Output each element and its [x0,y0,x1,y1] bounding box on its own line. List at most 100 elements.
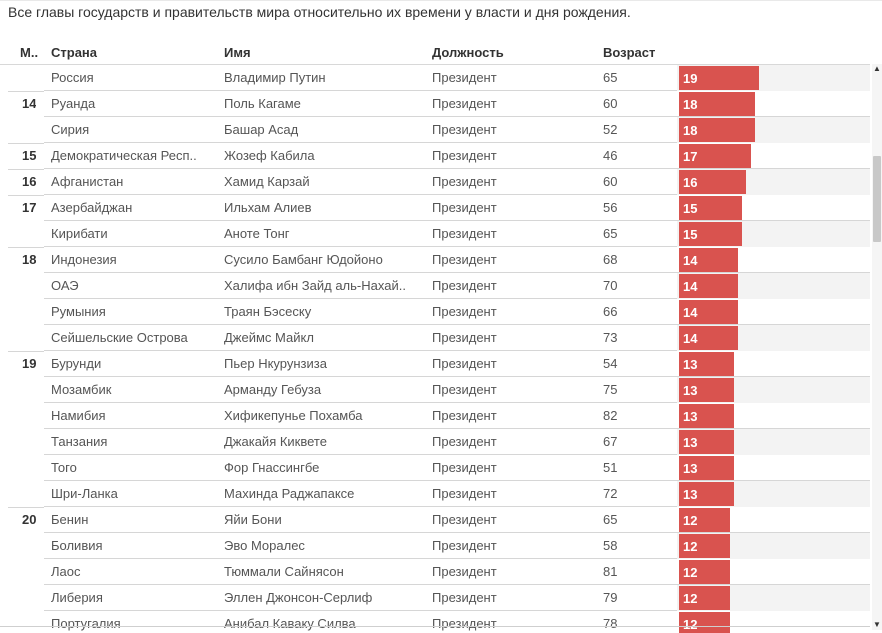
column-header-rank[interactable]: М.. [20,45,39,60]
position-cell: Президент [432,96,497,111]
rank-cell: 14 [22,96,37,111]
table-row[interactable]: Сирия Башар Асад Президент 52 18 [0,117,870,143]
position-cell: Президент [432,148,497,163]
age-cell: 79 [603,590,618,605]
age-cell: 73 [603,330,618,345]
years-in-power-label: 14 [683,331,698,346]
table-row[interactable]: 17 Азербайджан Ильхам Алиев Президент 56 15 [0,195,870,221]
years-in-power-label: 15 [683,227,698,242]
country-cell: Того [51,460,77,475]
name-cell: Пьер Нкурунзиза [224,356,327,371]
age-cell: 75 [603,382,618,397]
row-divider [44,116,870,117]
age-cell: 51 [603,460,618,475]
table-row[interactable]: Мозамбик Арманду Гебуза Президент 75 13 [0,377,870,403]
years-in-power-bar: 13 [679,482,734,506]
scroll-down-arrow-icon[interactable]: ▼ [873,620,881,629]
years-bar-cell: 19 [677,65,870,91]
rank-cell: 20 [22,512,37,527]
table-caption: Все главы государств и правительств мира… [8,4,631,20]
years-bar-cell: 13 [677,481,870,507]
rank-group-divider [8,195,44,196]
years-in-power-bar: 14 [679,300,738,324]
country-cell: Азербайджан [51,200,133,215]
table-row[interactable]: Лаос Тюммали Сайнясон Президент 81 12 [0,559,870,585]
years-in-power-label: 13 [683,487,698,502]
position-cell: Президент [432,200,497,215]
years-bar-cell: 13 [677,403,870,429]
table-row[interactable]: Шри-Ланка Махинда Раджапаксе Президент 72 13 [0,481,870,507]
name-cell: Сусило Бамбанг Юдойоно [224,252,383,267]
table-row[interactable]: Либерия Эллен Джонсон-Серлиф Президент 79 12 [0,585,870,611]
scroll-up-arrow-icon[interactable]: ▲ [873,64,881,73]
table-row[interactable]: 19 Бурунди Пьер Нкурунзиза Президент 54 13 [0,351,870,377]
column-header-country[interactable]: Страна [51,45,98,60]
country-cell: Бурунди [51,356,102,371]
name-cell: Хамид Карзай [224,174,310,189]
column-header-age[interactable]: Возраст [603,45,656,60]
table-viewport[interactable]: М.. Страна Имя Должность Возраст Россия В… [0,40,882,633]
row-divider [44,324,870,325]
name-cell: Эллен Джонсон-Серлиф [224,590,373,605]
vertical-scrollbar[interactable]: ▲ ▼ [872,64,882,630]
row-divider [44,402,870,403]
years-in-power-label: 14 [683,253,698,268]
years-bar-cell: 13 [677,377,870,403]
column-header-name[interactable]: Имя [224,45,251,60]
table-row[interactable]: Танзания Джакайя Киквете Президент 67 13 [0,429,870,455]
row-divider [44,506,870,507]
table-row[interactable]: ОАЭ Халифа ибн Зайд аль-Нахай.. Президент 7… [0,273,870,299]
rank-cell: 16 [22,174,37,189]
age-cell: 70 [603,278,618,293]
table-header: М.. Страна Имя Должность Возраст [0,40,870,65]
years-bar-cell: 14 [677,247,870,273]
table-row[interactable]: Россия Владимир Путин Президент 65 19 [0,65,870,91]
position-cell: Президент [432,382,497,397]
column-header-position[interactable]: Должность [432,45,504,60]
years-bar-cell: 12 [677,611,870,633]
table-row[interactable]: 14 Руанда Поль Кагаме Президент 60 18 [0,91,870,117]
years-in-power-label: 14 [683,279,698,294]
name-cell: Анибал Каваку Силва [224,616,356,631]
name-cell: Хификепунье Похамба [224,408,363,423]
table-row[interactable]: 18 Индонезия Сусило Бамбанг Юдойоно Президе… [0,247,870,273]
name-cell: Ильхам Алиев [224,200,312,215]
scrollbar-thumb[interactable] [873,156,881,242]
row-divider [44,428,870,429]
table-row[interactable]: Боливия Эво Моралес Президент 58 12 [0,533,870,559]
country-cell: Сирия [51,122,90,137]
row-divider [44,90,870,91]
table-row[interactable]: Сейшельские Острова Джеймс Майкл Президент… [0,325,870,351]
position-cell: Президент [432,70,497,85]
table-row[interactable]: 16 Афганистан Хамид Карзай Президент 60 16 [0,169,870,195]
age-cell: 72 [603,486,618,501]
table-row[interactable]: 20 Бенин Яйи Бони Президент 65 12 [0,507,870,533]
country-cell: Португалия [51,616,121,631]
name-cell: Фор Гнассингбе [224,460,320,475]
years-in-power-label: 19 [683,71,698,86]
table-row[interactable]: Намибия Хификепунье Похамба Президент 82 13 [0,403,870,429]
years-bar-cell: 18 [677,91,870,117]
years-in-power-bar: 14 [679,274,738,298]
years-bar-cell: 17 [677,143,870,169]
row-divider [44,298,870,299]
age-cell: 56 [603,200,618,215]
years-bar-cell: 12 [677,507,870,533]
age-cell: 46 [603,148,618,163]
years-bar-cell: 14 [677,299,870,325]
table-row[interactable]: 15 Демократическая Респ.. Жозеф Кабила През… [0,143,870,169]
table-row[interactable]: Румыния Траян Бэсеску Президент 66 14 [0,299,870,325]
row-divider [44,558,870,559]
table-row[interactable]: Португалия Анибал Каваку Силва Президент 78… [0,611,870,633]
row-divider [44,454,870,455]
country-cell: Шри-Ланка [51,486,118,501]
table-row[interactable]: Кирибати Аноте Тонг Президент 65 15 [0,221,870,247]
country-cell: Руанда [51,96,96,111]
row-divider [44,480,870,481]
country-cell: Сейшельские Острова [51,330,188,345]
years-in-power-label: 13 [683,435,698,450]
years-bar-cell: 18 [677,117,870,143]
table-row[interactable]: Того Фор Гнассингбе Президент 51 13 [0,455,870,481]
years-in-power-label: 14 [683,305,698,320]
position-cell: Президент [432,330,497,345]
